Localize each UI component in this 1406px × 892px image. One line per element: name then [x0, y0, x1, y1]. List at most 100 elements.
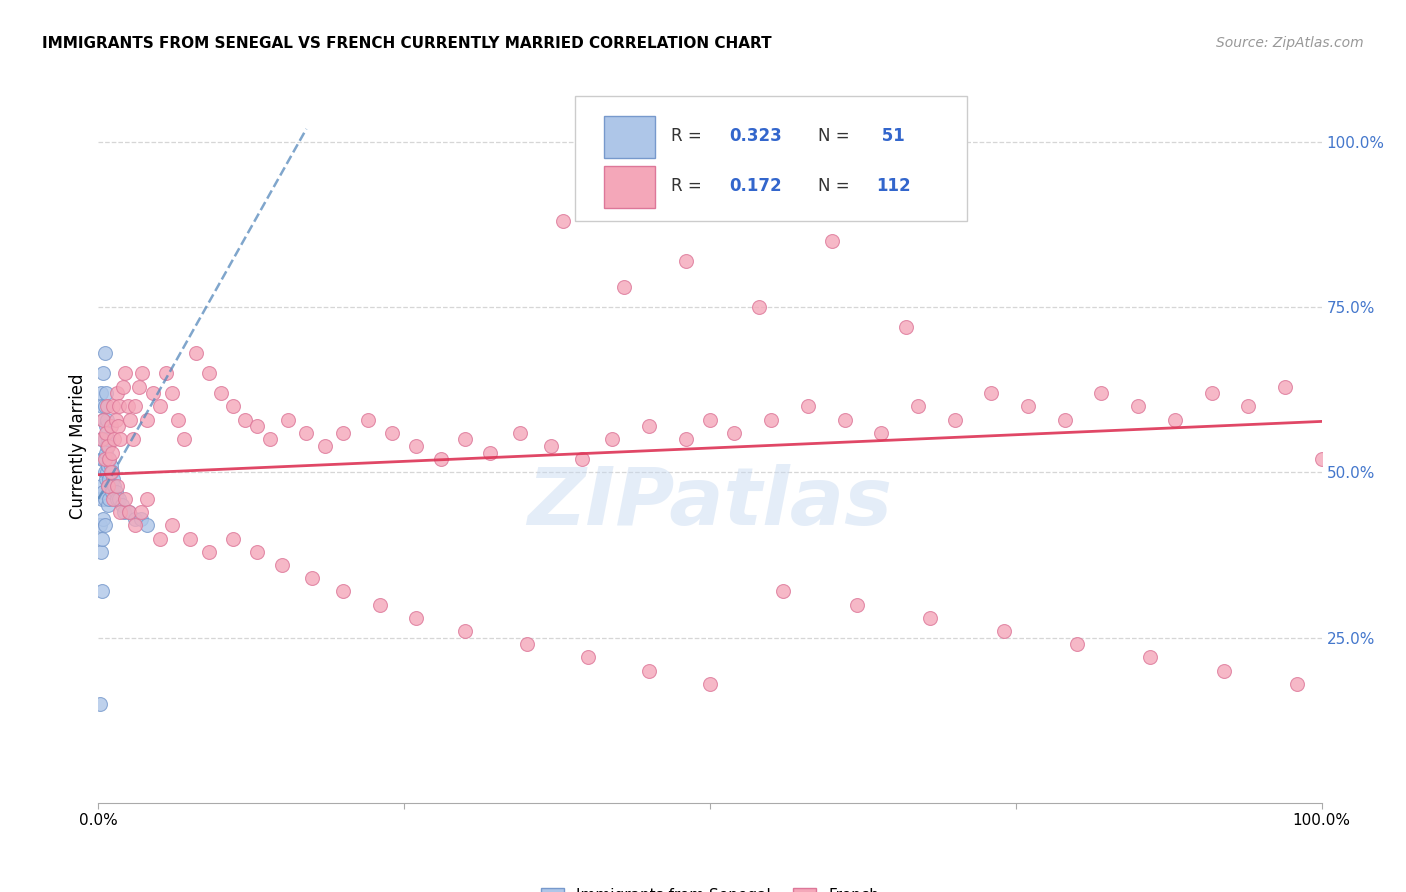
Point	[270, 558, 294, 572]
Point	[101, 400, 124, 414]
Point	[90, 386, 112, 401]
Point	[93, 491, 115, 506]
Point	[136, 412, 159, 426]
Text: N =: N =	[818, 177, 855, 194]
Point	[103, 433, 125, 447]
Point	[209, 386, 232, 401]
Point	[259, 433, 281, 447]
Point	[638, 419, 661, 434]
Point	[91, 491, 114, 506]
Point	[1164, 412, 1187, 426]
Point	[173, 433, 195, 447]
Point	[314, 439, 336, 453]
Point	[1090, 386, 1112, 401]
Point	[638, 664, 661, 678]
Point	[121, 433, 143, 447]
Point	[94, 445, 117, 459]
Point	[540, 439, 562, 453]
Point	[100, 458, 122, 473]
Point	[96, 412, 118, 426]
FancyBboxPatch shape	[603, 116, 655, 159]
Point	[1274, 379, 1296, 393]
Point	[124, 511, 146, 525]
Point	[1128, 400, 1150, 414]
Point	[91, 400, 114, 414]
Point	[97, 439, 120, 453]
Point	[834, 412, 856, 426]
Point	[142, 386, 165, 401]
Point	[277, 412, 299, 426]
Point	[155, 367, 177, 381]
Point	[613, 280, 636, 294]
Point	[509, 425, 531, 440]
Point	[104, 412, 127, 426]
Point	[93, 466, 115, 480]
Point	[97, 433, 120, 447]
Point	[368, 598, 391, 612]
Point	[105, 386, 128, 401]
Point	[89, 697, 111, 711]
Point	[93, 400, 115, 414]
Point	[797, 400, 820, 414]
Point	[980, 386, 1002, 401]
Point	[97, 478, 120, 492]
Point	[222, 400, 245, 414]
Point	[920, 611, 942, 625]
Point	[943, 412, 966, 426]
Point	[94, 419, 117, 434]
Point	[111, 499, 134, 513]
Point	[108, 491, 131, 506]
Point	[101, 491, 124, 506]
Point	[118, 505, 141, 519]
Text: 0.323: 0.323	[730, 127, 782, 145]
Point	[114, 367, 136, 381]
Point	[675, 433, 697, 447]
Point	[91, 532, 114, 546]
Point	[101, 466, 124, 480]
Point	[110, 505, 132, 519]
Point	[124, 518, 146, 533]
Point	[136, 518, 159, 533]
Point	[91, 584, 114, 599]
Point	[111, 379, 134, 393]
Point	[454, 433, 477, 447]
Legend: Immigrants from Senegal, French: Immigrants from Senegal, French	[534, 882, 886, 892]
Point	[1237, 400, 1260, 414]
Point	[675, 254, 697, 268]
Point	[117, 400, 139, 414]
Point	[107, 419, 129, 434]
Point	[94, 472, 117, 486]
Point	[993, 624, 1015, 638]
Point	[120, 412, 142, 426]
Point	[295, 425, 318, 440]
Point	[845, 598, 868, 612]
Point	[894, 320, 917, 334]
Point	[1286, 677, 1309, 691]
Point	[103, 478, 125, 492]
Point	[301, 571, 323, 585]
Point	[723, 425, 745, 440]
Point	[405, 611, 427, 625]
Point	[104, 485, 127, 500]
Point	[197, 367, 219, 381]
Y-axis label: Currently Married: Currently Married	[69, 373, 87, 519]
Text: Source: ZipAtlas.com: Source: ZipAtlas.com	[1216, 36, 1364, 50]
Point	[246, 545, 269, 559]
Point	[1310, 452, 1333, 467]
Text: 51: 51	[876, 127, 905, 145]
Point	[553, 214, 575, 228]
Point	[101, 485, 124, 500]
Point	[89, 518, 111, 533]
Point	[136, 491, 159, 506]
Point	[1139, 650, 1161, 665]
Point	[405, 439, 427, 453]
Point	[332, 425, 354, 440]
Point	[128, 379, 150, 393]
Point	[108, 400, 131, 414]
Point	[160, 386, 183, 401]
Point	[222, 532, 245, 546]
Point	[94, 425, 117, 440]
Point	[90, 433, 112, 447]
Point	[772, 584, 794, 599]
Point	[821, 234, 844, 248]
